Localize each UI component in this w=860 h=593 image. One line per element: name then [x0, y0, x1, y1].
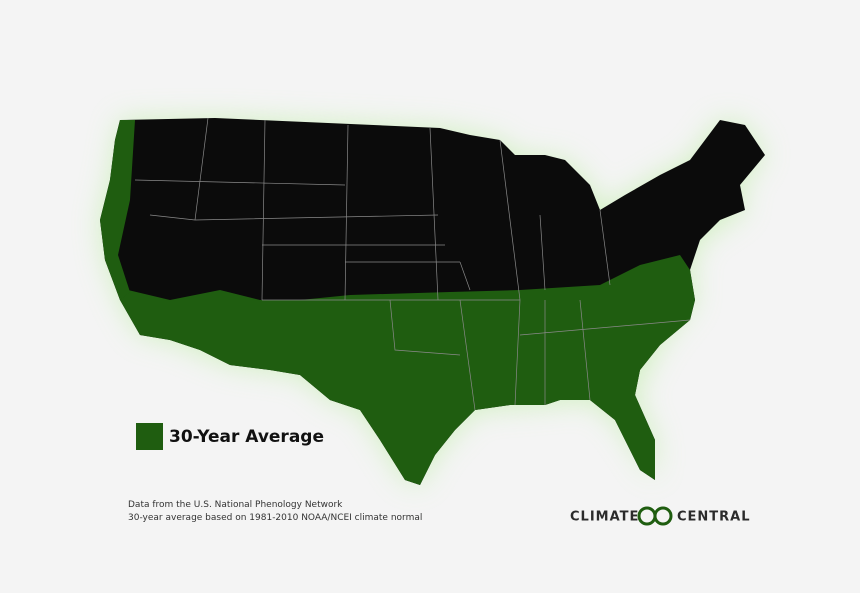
legend-label: 30-Year Average	[169, 427, 324, 447]
logo-icon	[637, 506, 673, 526]
source-line: Data from the U.S. National Phenology Ne…	[128, 500, 343, 510]
logo-left: CLIMATE	[570, 510, 639, 525]
state-lines	[134, 117, 691, 411]
us-map	[100, 117, 765, 485]
logo-right: CENTRAL	[677, 510, 751, 525]
west-coast-region	[100, 120, 135, 300]
source-line: 30-year average based on 1981-2010 NOAA/…	[128, 513, 422, 523]
green-region	[120, 255, 695, 485]
legend-swatch	[136, 423, 163, 450]
